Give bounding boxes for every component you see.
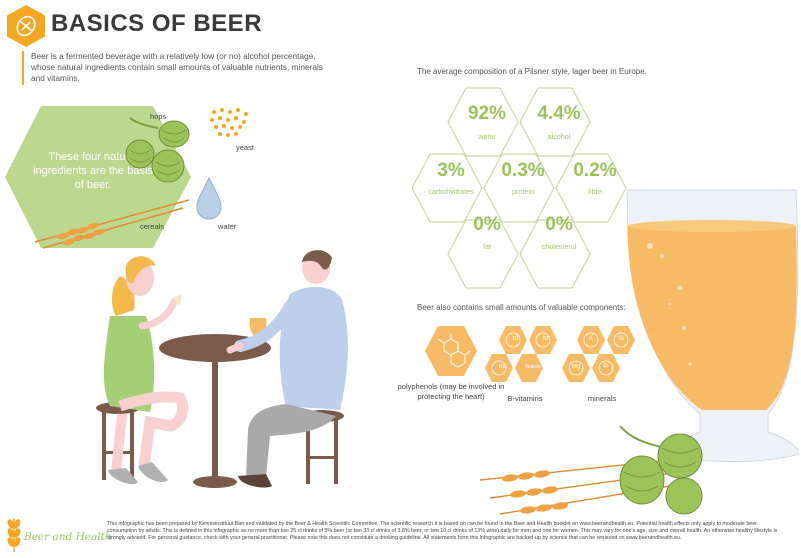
cereals-label: cereals <box>140 222 165 231</box>
brand-logo-hex <box>7 5 45 47</box>
niacin-badge: Niacin <box>525 364 541 370</box>
brand-name: Beer and Health <box>24 531 112 543</box>
alcohol-value: 4.4% <box>537 103 581 124</box>
molecule-icon <box>437 333 471 368</box>
hops-label: hops <box>150 112 167 121</box>
minerals-cluster <box>562 326 635 382</box>
hex-alcohol <box>519 87 591 157</box>
protein-label: protein <box>512 187 534 196</box>
polyphenols-label: polyphenols (may be involved in protecti… <box>397 382 505 401</box>
fat-label: fat <box>483 242 491 251</box>
components-heading: Beer also contains small amounts of valu… <box>417 303 626 312</box>
water-label-comp: water <box>478 132 496 141</box>
ingredients-basis-text: These four natural ingredients are the b… <box>33 151 153 191</box>
vitamin-b1-badge: B1 <box>512 336 520 342</box>
b-vitamins-label: B-vitamins <box>507 394 543 403</box>
cereals-icon <box>34 199 190 249</box>
mineral-si-badge: Si <box>618 336 624 342</box>
yeast-icon <box>210 108 248 137</box>
water-value: 92% <box>467 103 507 124</box>
man-figure <box>226 250 348 488</box>
carbohydrates-label: carbohydrates <box>428 187 474 196</box>
mineral-k-badge: K <box>588 336 593 342</box>
footer-disclaimer: This infographic has been prepared by Ke… <box>107 521 778 542</box>
page-title: BASICS OF BEER <box>51 10 263 37</box>
composition-honeycomb <box>412 87 627 289</box>
alcohol-label: alcohol <box>547 132 571 141</box>
hex-carbohydrates <box>412 153 483 223</box>
hex-water <box>447 87 519 157</box>
cholesterol-label: cholesterol <box>541 242 577 251</box>
couple-at-table-illustration <box>96 250 348 488</box>
beer-glass-illustration <box>626 189 799 462</box>
mineral-p-badge: P <box>603 364 608 370</box>
vitamin-b6-badge: B6 <box>498 364 506 370</box>
b-vitamins-cluster <box>485 326 557 382</box>
hex-protein <box>483 153 555 223</box>
yeast-label: yeast <box>236 143 254 152</box>
water-drop-icon <box>196 176 222 220</box>
hops-icon <box>125 117 190 183</box>
cholesterol-value: 0% <box>545 214 573 235</box>
composition-heading: The average composition of a Pilsner sty… <box>417 67 647 76</box>
fat-value: 0% <box>473 214 501 235</box>
hops-and-cereals-illustration <box>479 425 703 515</box>
mineral-mg-badge: Mg <box>571 364 581 370</box>
intro-accent-bar <box>22 51 24 85</box>
minerals-label: minerals <box>587 394 617 403</box>
woman-figure <box>103 256 189 485</box>
protein-value: 0.3% <box>501 160 545 181</box>
hex-fibre <box>555 153 627 223</box>
hops-logo-icon <box>16 15 36 37</box>
water-label: water <box>218 222 237 231</box>
intro-text: Beer is a fermented beverage with a rela… <box>31 51 323 83</box>
polyphenols-hexagon <box>425 326 477 376</box>
hex-cholesterol <box>519 219 591 289</box>
wheat-logo-icon <box>7 518 21 552</box>
vitamin-b2-badge: B2 <box>542 336 550 342</box>
fibre-value: 0.2% <box>573 160 617 181</box>
fibre-label: fibre <box>588 187 602 196</box>
hex-fat <box>447 219 519 289</box>
carbohydrates-value: 3% <box>437 160 465 181</box>
